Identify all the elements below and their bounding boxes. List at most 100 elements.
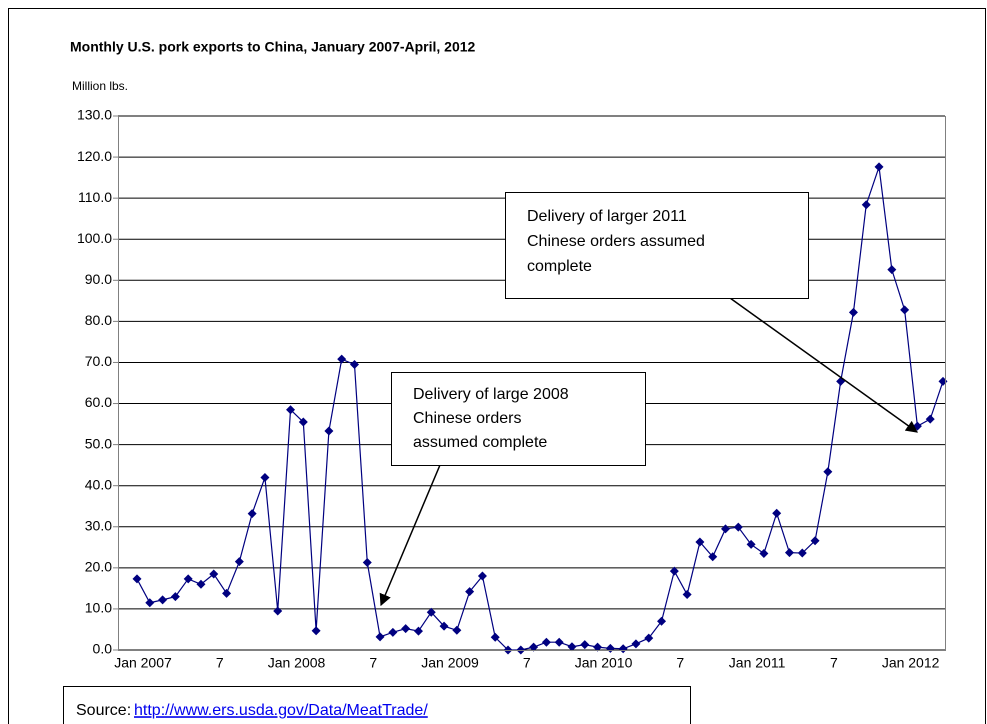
y-tick-label: 80.0 <box>85 312 112 328</box>
data-point <box>413 626 423 636</box>
data-point <box>337 354 347 364</box>
annotation-text: Chinese orders <box>413 410 522 427</box>
data-point <box>721 524 731 534</box>
y-tick-label: 20.0 <box>85 559 112 575</box>
data-point <box>887 265 897 275</box>
data-point <box>567 642 577 652</box>
y-tick-label: 90.0 <box>85 271 112 287</box>
annotation-text: Delivery of large 2008 <box>413 386 569 403</box>
x-tick-label: Jan 2007 <box>114 655 172 671</box>
data-point <box>465 587 475 597</box>
data-point <box>132 574 142 584</box>
x-tick-label: 7 <box>216 655 224 671</box>
data-point <box>477 571 487 581</box>
data-point <box>669 566 679 576</box>
data-point <box>900 305 910 315</box>
x-tick-label: 7 <box>676 655 684 671</box>
x-tick-label: Jan 2008 <box>268 655 326 671</box>
data-point <box>311 626 321 636</box>
annotation-text: Chinese orders assumed <box>527 233 705 250</box>
data-point <box>170 592 180 602</box>
data-point <box>746 539 756 549</box>
data-point <box>733 522 743 532</box>
data-point <box>145 598 155 608</box>
data-point <box>938 376 948 386</box>
data-point <box>874 162 884 172</box>
y-tick-label: 60.0 <box>85 394 112 410</box>
data-point <box>388 627 398 637</box>
data-point <box>810 536 820 546</box>
data-point <box>234 557 244 567</box>
x-tick-label: 7 <box>523 655 531 671</box>
source-box <box>63 686 691 724</box>
x-tick-label: Jan 2010 <box>575 655 633 671</box>
y-tick-label: 10.0 <box>85 600 112 616</box>
annotation-arrow <box>729 297 918 433</box>
data-point <box>324 426 334 436</box>
data-point <box>529 642 539 652</box>
data-point <box>631 639 641 649</box>
data-point <box>375 632 385 642</box>
data-point <box>273 606 283 616</box>
data-point <box>541 637 551 647</box>
y-tick-label: 130.0 <box>77 107 112 123</box>
y-tick-label: 100.0 <box>77 230 112 246</box>
annotation-text: assumed complete <box>413 434 547 451</box>
x-tick-label: Jan 2012 <box>882 655 940 671</box>
data-point <box>784 548 794 558</box>
annotation-text: complete <box>527 258 592 275</box>
data-point <box>580 640 590 650</box>
annotation-box <box>505 192 809 299</box>
annotation-text: Delivery of larger 2011 <box>527 208 687 225</box>
y-tick-label: 110.0 <box>78 189 112 205</box>
data-point <box>439 621 449 631</box>
data-point <box>490 632 500 642</box>
data-point <box>644 633 654 643</box>
y-tick-label: 30.0 <box>85 517 112 533</box>
data-point <box>222 588 232 598</box>
data-point <box>823 467 833 477</box>
data-point <box>158 595 168 605</box>
data-point <box>196 579 206 589</box>
plot-frame <box>118 116 946 651</box>
x-tick-label: Jan 2009 <box>421 655 479 671</box>
source-label: Source: <box>76 702 131 719</box>
data-line <box>136 166 944 651</box>
x-tick-label: 7 <box>830 655 838 671</box>
y-tick-label: 0.0 <box>93 641 113 657</box>
data-point <box>861 200 871 210</box>
data-point <box>183 574 193 584</box>
data-point <box>286 405 296 415</box>
y-tick-label: 40.0 <box>85 476 112 492</box>
data-point <box>797 548 807 558</box>
data-point <box>401 624 411 634</box>
data-point <box>593 642 603 652</box>
data-point <box>708 552 718 562</box>
data-point <box>260 472 270 482</box>
annotation-arrow <box>379 464 441 607</box>
data-point <box>247 509 257 519</box>
data-point <box>682 590 692 600</box>
x-tick-label: 7 <box>369 655 377 671</box>
data-point <box>848 307 858 317</box>
data-point <box>772 508 782 518</box>
data-point <box>349 360 359 370</box>
data-point <box>426 607 436 617</box>
y-tick-label: 70.0 <box>85 353 112 369</box>
data-point <box>298 417 308 427</box>
data-point <box>759 548 769 558</box>
chart-title: Monthly U.S. pork exports to China, Janu… <box>70 39 476 55</box>
data-point <box>209 569 219 579</box>
outer-frame <box>8 8 986 724</box>
x-tick-label: Jan 2011 <box>729 655 786 671</box>
data-point <box>925 414 935 424</box>
data-point <box>605 643 615 653</box>
data-point <box>554 637 564 647</box>
y-tick-label: 120.0 <box>77 148 112 164</box>
annotation-box <box>391 372 646 466</box>
data-point <box>618 644 628 654</box>
y-axis-label: Million lbs. <box>72 79 128 93</box>
data-point <box>452 625 462 635</box>
source-link[interactable]: http://www.ers.usda.gov/Data/MeatTrade/ <box>134 702 428 719</box>
